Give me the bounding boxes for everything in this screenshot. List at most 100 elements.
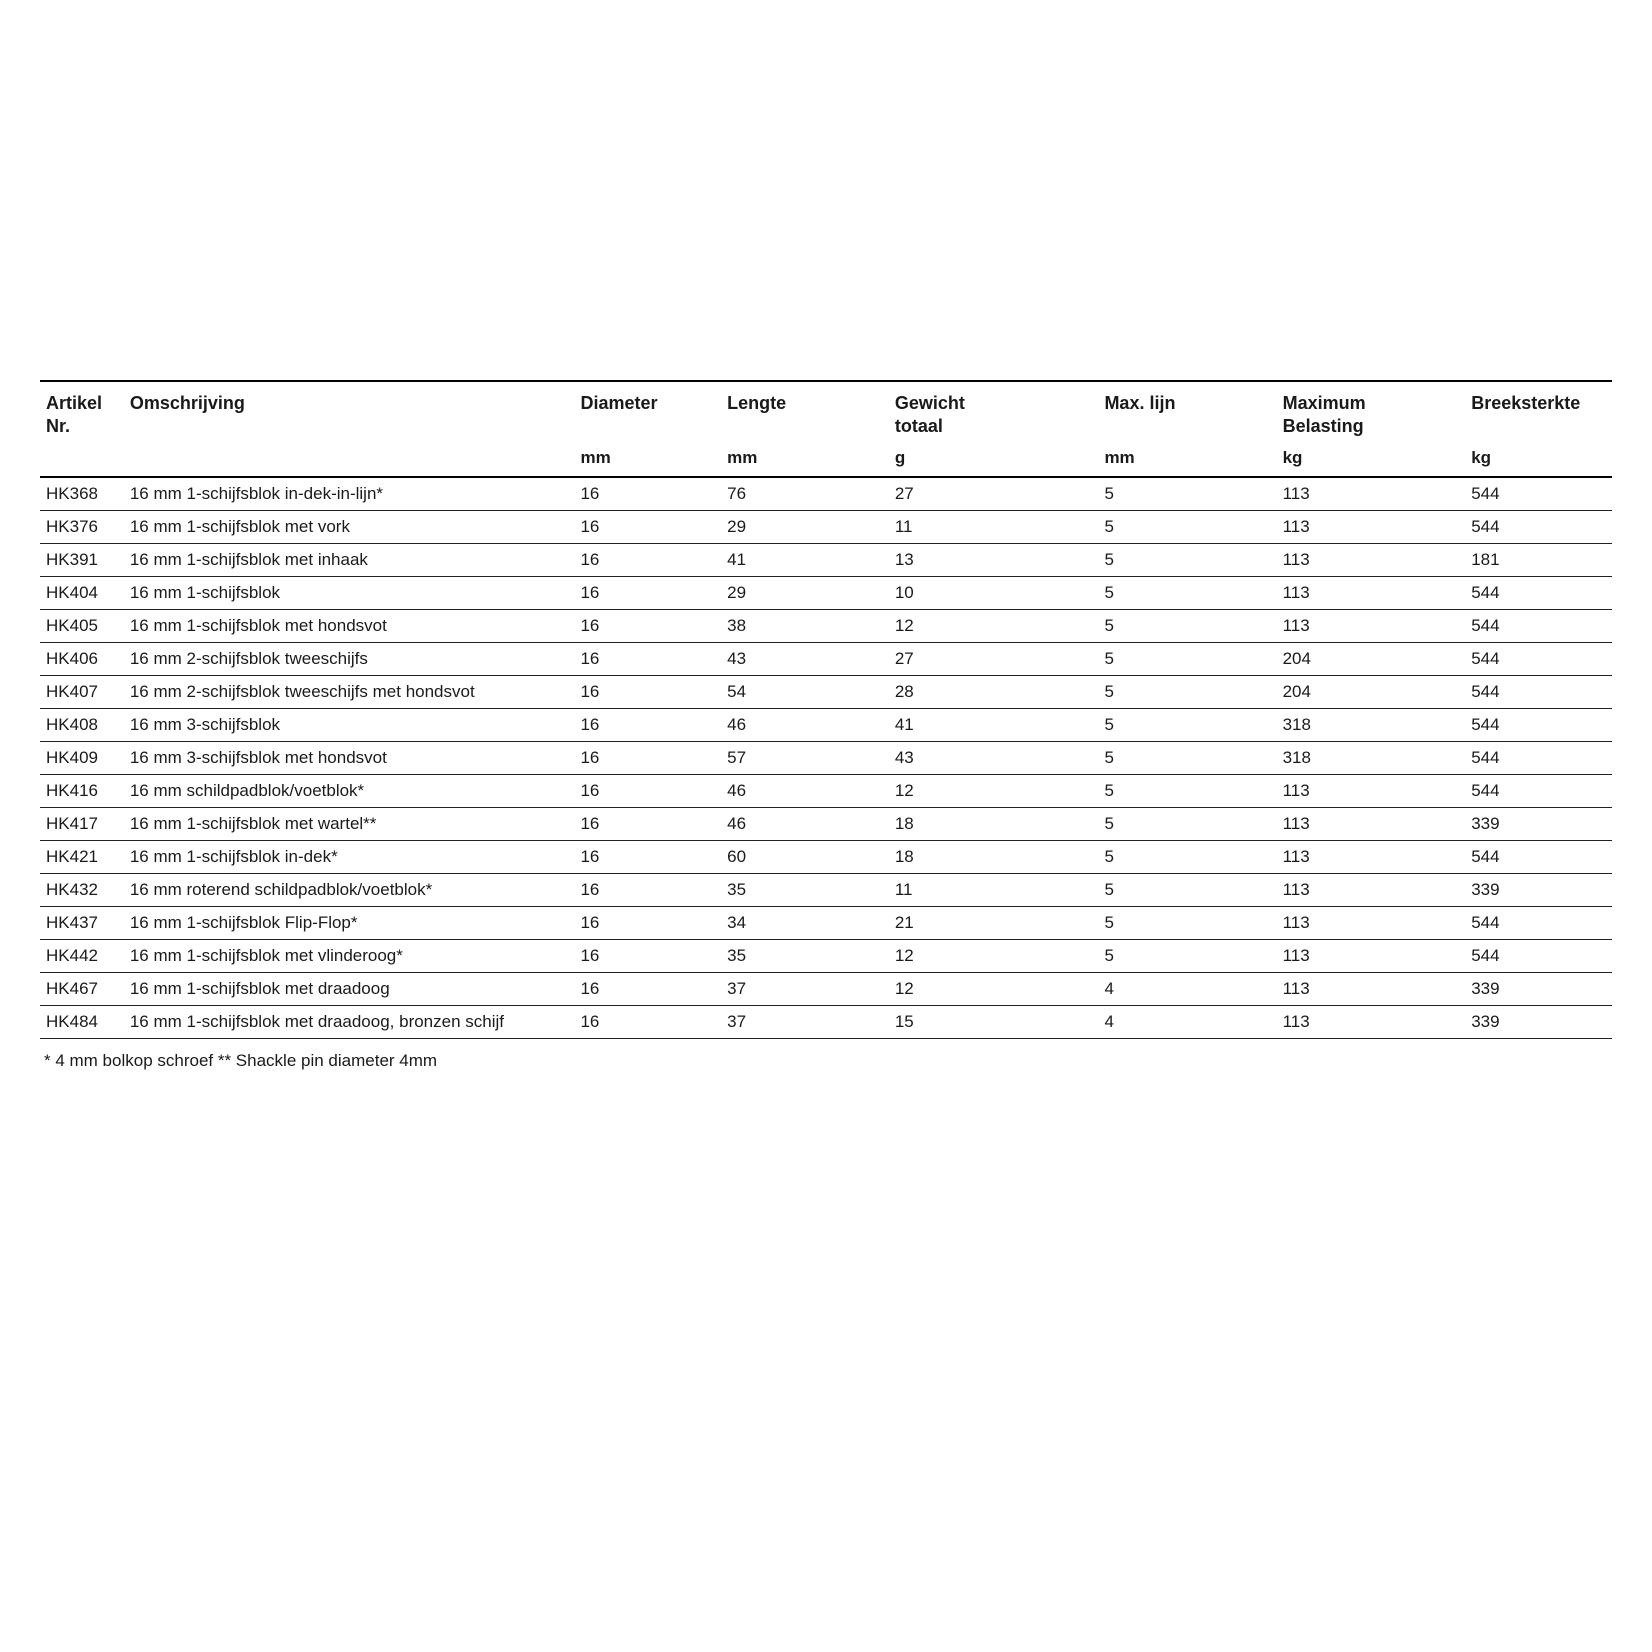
cell-breek: 544: [1465, 643, 1612, 676]
unit-artikel: [40, 443, 124, 477]
cell-breek: 544: [1465, 742, 1612, 775]
cell-maxlijn: 5: [1098, 544, 1276, 577]
table-row: HK40616 mm 2-schijfsblok tweeschijfs1643…: [40, 643, 1612, 676]
cell-artikel: HK421: [40, 841, 124, 874]
table-row: HK42116 mm 1-schijfsblok in-dek*16601851…: [40, 841, 1612, 874]
table-row: HK43216 mm roterend schildpadblok/voetbl…: [40, 874, 1612, 907]
cell-breek: 544: [1465, 511, 1612, 544]
table-head: ArtikelNr. Omschrijving Diameter Lengte …: [40, 381, 1612, 477]
cell-gewicht: 12: [889, 940, 1099, 973]
cell-omschrijving: 16 mm 1-schijfsblok in-dek*: [124, 841, 575, 874]
cell-maxbel: 113: [1277, 775, 1466, 808]
cell-breek: 339: [1465, 1006, 1612, 1039]
cell-gewicht: 13: [889, 544, 1099, 577]
cell-artikel: HK404: [40, 577, 124, 610]
table-row: HK40916 mm 3-schijfsblok met hondsvot165…: [40, 742, 1612, 775]
cell-maxlijn: 5: [1098, 610, 1276, 643]
product-table: ArtikelNr. Omschrijving Diameter Lengte …: [40, 380, 1612, 1039]
unit-maxbel: kg: [1277, 443, 1466, 477]
footnote: * 4 mm bolkop schroef ** Shackle pin dia…: [40, 1039, 1612, 1071]
cell-diameter: 16: [574, 841, 721, 874]
cell-maxlijn: 5: [1098, 477, 1276, 511]
col-header-maxlijn: Max. lijn: [1098, 381, 1276, 443]
cell-maxlijn: 5: [1098, 676, 1276, 709]
cell-lengte: 41: [721, 544, 889, 577]
cell-omschrijving: 16 mm 2-schijfsblok tweeschijfs met hond…: [124, 676, 575, 709]
cell-maxlijn: 5: [1098, 907, 1276, 940]
cell-maxbel: 113: [1277, 907, 1466, 940]
cell-gewicht: 28: [889, 676, 1099, 709]
cell-breek: 544: [1465, 577, 1612, 610]
cell-artikel: HK376: [40, 511, 124, 544]
cell-diameter: 16: [574, 610, 721, 643]
unit-diameter: mm: [574, 443, 721, 477]
cell-lengte: 37: [721, 973, 889, 1006]
cell-omschrijving: 16 mm 3-schijfsblok: [124, 709, 575, 742]
cell-maxbel: 113: [1277, 544, 1466, 577]
cell-lengte: 46: [721, 808, 889, 841]
cell-gewicht: 18: [889, 808, 1099, 841]
table-row: HK40516 mm 1-schijfsblok met hondsvot163…: [40, 610, 1612, 643]
cell-diameter: 16: [574, 775, 721, 808]
cell-maxlijn: 5: [1098, 874, 1276, 907]
cell-lengte: 57: [721, 742, 889, 775]
cell-artikel: HK407: [40, 676, 124, 709]
cell-gewicht: 12: [889, 775, 1099, 808]
cell-maxlijn: 5: [1098, 841, 1276, 874]
units-row: mm mm g mm kg kg: [40, 443, 1612, 477]
cell-gewicht: 11: [889, 511, 1099, 544]
table-body: HK36816 mm 1-schijfsblok in-dek-in-lijn*…: [40, 477, 1612, 1039]
cell-diameter: 16: [574, 709, 721, 742]
table-row: HK39116 mm 1-schijfsblok met inhaak16411…: [40, 544, 1612, 577]
cell-diameter: 16: [574, 676, 721, 709]
cell-omschrijving: 16 mm 1-schijfsblok Flip-Flop*: [124, 907, 575, 940]
cell-maxlijn: 5: [1098, 577, 1276, 610]
cell-lengte: 29: [721, 511, 889, 544]
cell-breek: 544: [1465, 940, 1612, 973]
col-header-lengte: Lengte: [721, 381, 889, 443]
table-row: HK48416 mm 1-schijfsblok met draadoog, b…: [40, 1006, 1612, 1039]
cell-maxbel: 318: [1277, 709, 1466, 742]
cell-maxbel: 113: [1277, 477, 1466, 511]
page: ArtikelNr. Omschrijving Diameter Lengte …: [0, 0, 1652, 1652]
cell-gewicht: 12: [889, 973, 1099, 1006]
cell-lengte: 60: [721, 841, 889, 874]
cell-maxlijn: 5: [1098, 808, 1276, 841]
cell-maxbel: 204: [1277, 676, 1466, 709]
cell-artikel: HK416: [40, 775, 124, 808]
table-row: HK43716 mm 1-schijfsblok Flip-Flop*16342…: [40, 907, 1612, 940]
cell-artikel: HK405: [40, 610, 124, 643]
cell-omschrijving: 16 mm 1-schijfsblok met draadoog: [124, 973, 575, 1006]
cell-lengte: 35: [721, 940, 889, 973]
cell-lengte: 76: [721, 477, 889, 511]
cell-maxbel: 318: [1277, 742, 1466, 775]
table-row: HK40716 mm 2-schijfsblok tweeschijfs met…: [40, 676, 1612, 709]
cell-maxbel: 113: [1277, 841, 1466, 874]
cell-maxlijn: 5: [1098, 775, 1276, 808]
table-row: HK36816 mm 1-schijfsblok in-dek-in-lijn*…: [40, 477, 1612, 511]
cell-maxlijn: 4: [1098, 973, 1276, 1006]
cell-maxbel: 113: [1277, 610, 1466, 643]
cell-breek: 339: [1465, 808, 1612, 841]
cell-maxbel: 113: [1277, 973, 1466, 1006]
cell-omschrijving: 16 mm schildpadblok/voetblok*: [124, 775, 575, 808]
cell-omschrijving: 16 mm 1-schijfsblok met draadoog, bronze…: [124, 1006, 575, 1039]
cell-breek: 544: [1465, 841, 1612, 874]
cell-artikel: HK467: [40, 973, 124, 1006]
table-row: HK37616 mm 1-schijfsblok met vork1629115…: [40, 511, 1612, 544]
col-header-maxbel: MaximumBelasting: [1277, 381, 1466, 443]
cell-omschrijving: 16 mm 1-schijfsblok met inhaak: [124, 544, 575, 577]
cell-maxbel: 113: [1277, 940, 1466, 973]
cell-omschrijving: 16 mm 1-schijfsblok met wartel**: [124, 808, 575, 841]
cell-omschrijving: 16 mm 1-schijfsblok met hondsvot: [124, 610, 575, 643]
cell-diameter: 16: [574, 907, 721, 940]
cell-maxbel: 204: [1277, 643, 1466, 676]
cell-gewicht: 27: [889, 477, 1099, 511]
cell-lengte: 54: [721, 676, 889, 709]
col-header-omschrijving: Omschrijving: [124, 381, 575, 443]
cell-maxlijn: 5: [1098, 940, 1276, 973]
cell-lengte: 38: [721, 610, 889, 643]
cell-maxlijn: 4: [1098, 1006, 1276, 1039]
cell-breek: 544: [1465, 709, 1612, 742]
cell-gewicht: 10: [889, 577, 1099, 610]
